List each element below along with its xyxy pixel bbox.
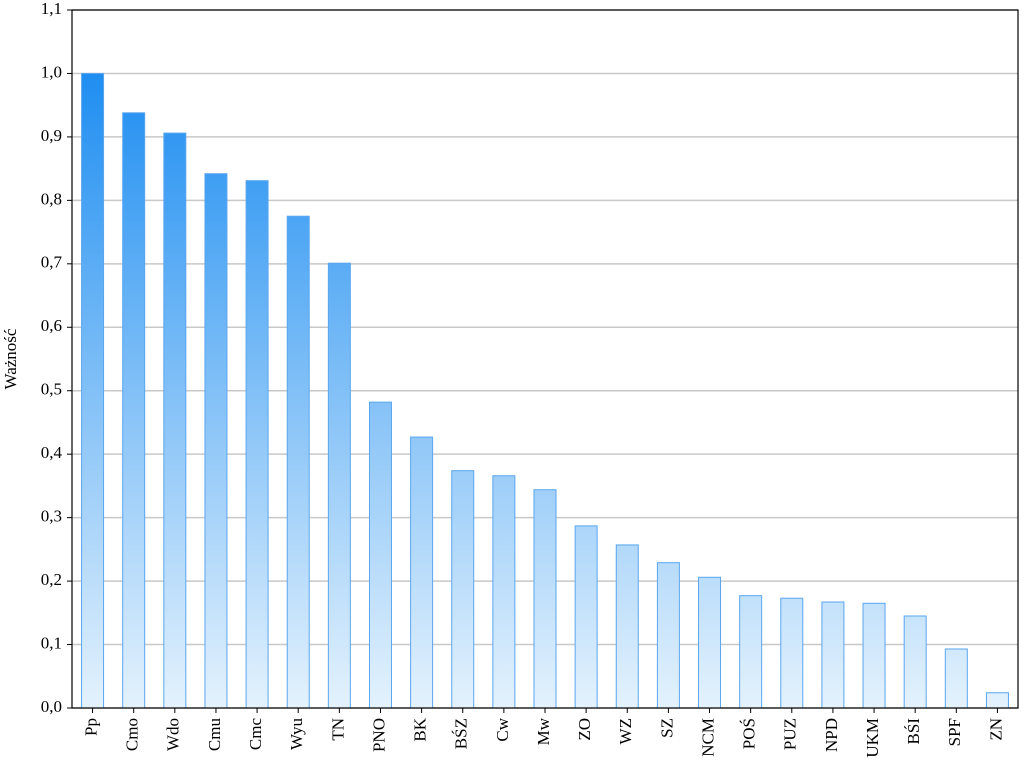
x-tick-label: ZN xyxy=(986,718,1005,741)
x-tick-label: Wyu xyxy=(287,718,306,751)
bar xyxy=(821,601,845,709)
bar xyxy=(533,489,557,709)
bar xyxy=(862,602,886,709)
bar xyxy=(327,262,351,709)
x-tick-label: Cw xyxy=(493,717,512,741)
bar xyxy=(492,475,516,709)
bar xyxy=(780,597,804,709)
x-tick-label: Wdo xyxy=(164,718,183,751)
y-axis-label: Ważność xyxy=(1,328,20,389)
x-tick-label: SPF xyxy=(945,718,964,746)
x-tick-label: TN xyxy=(328,718,347,741)
bar xyxy=(656,562,680,709)
bar xyxy=(410,436,434,709)
bar xyxy=(204,173,228,709)
bar xyxy=(615,544,639,709)
y-tick-label: 0,0 xyxy=(41,697,62,716)
bar xyxy=(903,615,927,709)
y-tick-label: 0,4 xyxy=(41,443,63,462)
bar xyxy=(81,72,105,709)
x-tick-label: Cmo xyxy=(123,718,142,751)
x-tick-label: POŚ xyxy=(740,718,759,749)
bar xyxy=(739,595,763,709)
bar xyxy=(286,215,310,709)
x-tick-label: Cmc xyxy=(246,718,265,751)
bar xyxy=(698,576,722,709)
bar xyxy=(944,648,968,709)
y-tick-label: 0,9 xyxy=(41,126,62,145)
x-tick-label: Cmu xyxy=(205,718,224,752)
y-tick-label: 0,2 xyxy=(41,570,62,589)
bar xyxy=(368,401,392,709)
y-tick-label: 0,6 xyxy=(41,316,62,335)
x-tick-label: PNO xyxy=(369,718,388,752)
x-tick-label: UKM xyxy=(863,718,882,758)
x-tick-label: Mw xyxy=(534,717,553,745)
bar xyxy=(163,132,187,709)
y-tick-label: 0,7 xyxy=(41,253,63,272)
y-tick-label: 0,1 xyxy=(41,633,62,652)
x-tick-label: PUZ xyxy=(781,718,800,750)
y-tick-label: 0,5 xyxy=(41,380,62,399)
x-tick-label: BŚZ xyxy=(452,718,471,749)
x-tick-label: ZO xyxy=(575,718,594,741)
y-tick-label: 0,8 xyxy=(41,189,62,208)
y-tick-label: 1,0 xyxy=(41,62,62,81)
bar xyxy=(122,112,146,709)
x-tick-label: NPD xyxy=(822,718,841,752)
x-tick-label: WZ xyxy=(616,718,635,744)
x-tick-label: BŚI xyxy=(904,718,923,745)
bar xyxy=(245,180,269,709)
x-tick-label: Pp xyxy=(81,718,100,736)
y-tick-label: 0,3 xyxy=(41,507,62,526)
x-tick-label: SZ xyxy=(657,718,676,738)
bar xyxy=(451,470,475,709)
y-tick-label: 1,1 xyxy=(41,0,62,18)
bar xyxy=(985,692,1009,709)
x-tick-label: NCM xyxy=(698,718,717,757)
bar xyxy=(574,525,598,709)
x-tick-label: BK xyxy=(411,717,430,741)
